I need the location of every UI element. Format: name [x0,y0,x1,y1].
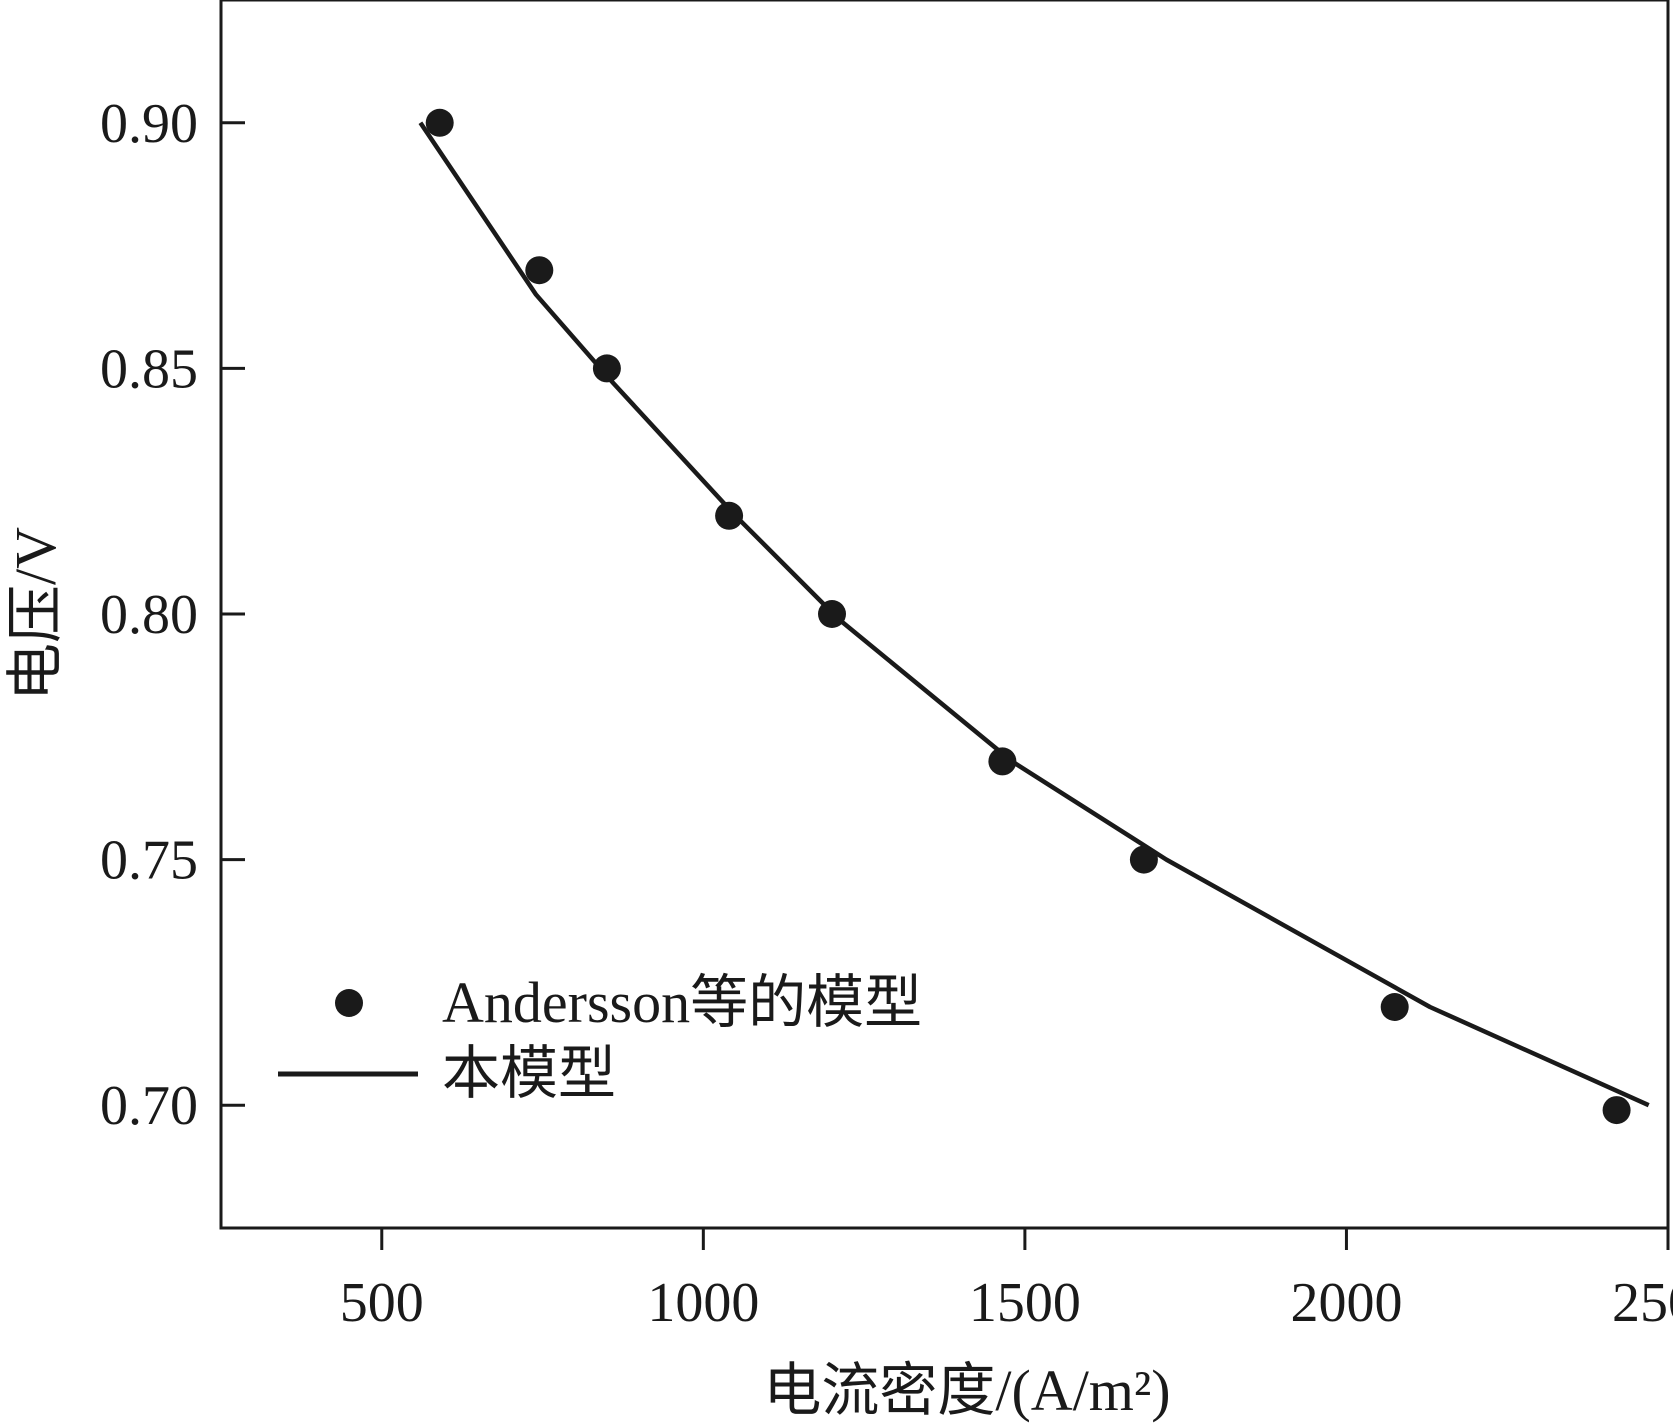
x-axis: 500 1000 1500 2000 2500 [340,1228,1673,1334]
andersson-data-point [1602,1096,1631,1125]
x-tick-label: 500 [340,1272,424,1334]
x-axis-title: 电流密度/(A/m²) [763,1358,1170,1423]
model-line-series [418,121,1650,1108]
y-axis: 0.70 0.75 0.80 0.85 0.90 [100,93,245,1137]
x-tick-label: 2000 [1290,1272,1402,1334]
x-tick-label: 2500 [1612,1272,1673,1334]
x-tick-label: 1000 [647,1272,759,1334]
legend-marker-andersson [335,989,363,1017]
y-axis-title: 电压/V [3,527,68,701]
andersson-scatter-series [425,108,1631,1125]
andersson-data-point [425,108,454,137]
legend-label-andersson: Andersson等的模型 [442,970,922,1035]
y-tick-label: 0.70 [100,1075,198,1137]
andersson-data-point [592,354,621,383]
x-tick-label: 1500 [969,1272,1081,1334]
y-tick-label: 0.75 [100,830,198,892]
andersson-data-point [818,600,846,628]
model-line [418,121,1650,1108]
legend: Andersson等的模型 本模型 [278,970,922,1106]
andersson-data-point [715,501,744,530]
plot-frame [219,0,1670,1230]
andersson-data-point [1380,993,1409,1021]
y-tick-label: 0.80 [100,584,198,646]
andersson-data-point [1129,845,1158,874]
andersson-data-point [525,256,554,285]
y-tick-label: 0.90 [100,93,198,155]
andersson-data-point [988,747,1017,776]
y-tick-label: 0.85 [100,338,198,400]
legend-label-model: 本模型 [442,1041,616,1106]
